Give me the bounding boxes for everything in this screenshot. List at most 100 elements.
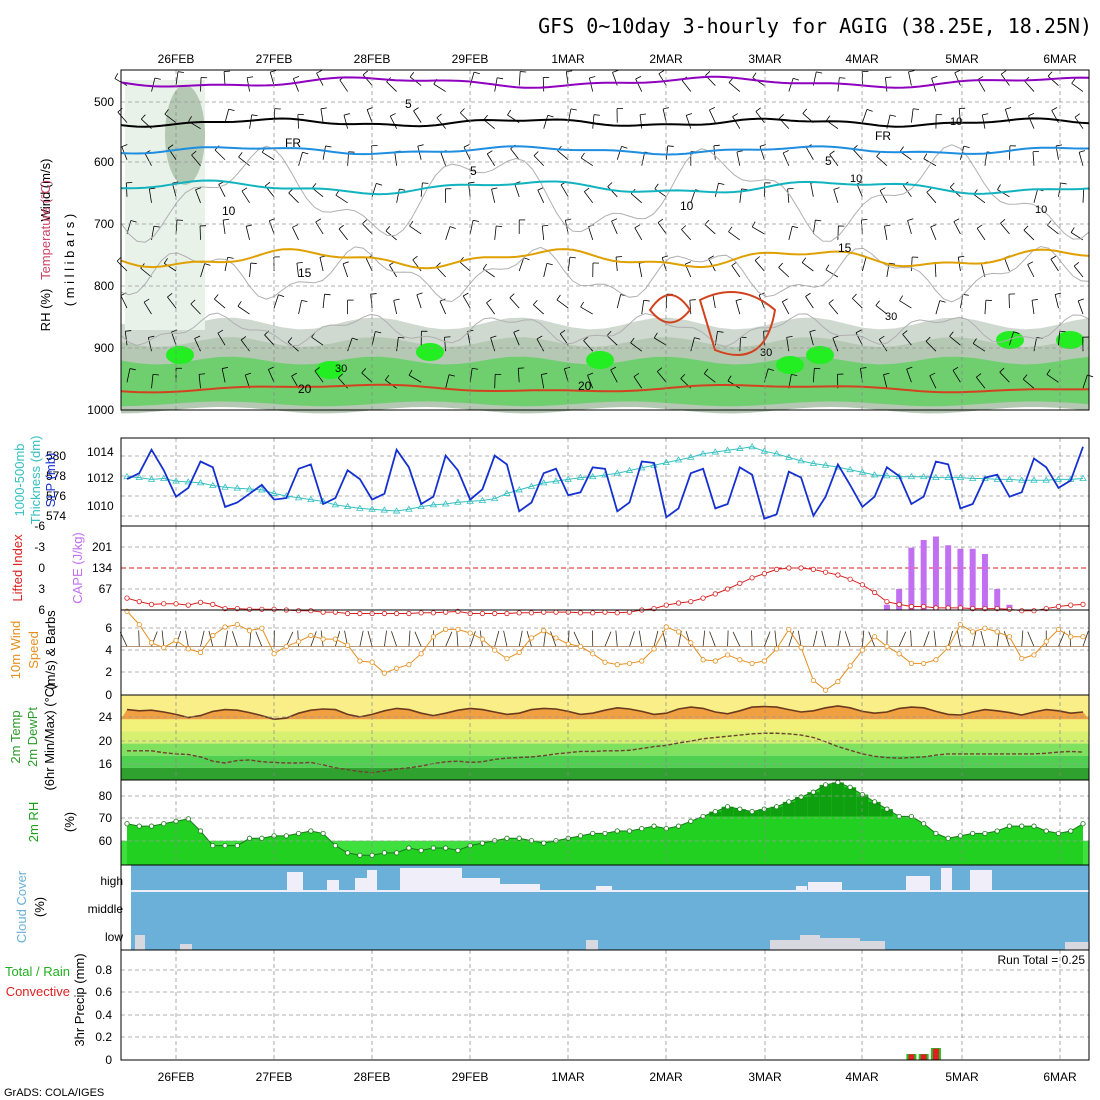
wind-barb-flag <box>1051 107 1058 111</box>
wind-barb <box>217 332 226 346</box>
wind-barb <box>249 263 252 278</box>
rh2m-point <box>246 835 253 841</box>
wind-barb-flag <box>324 293 331 296</box>
wind-barb-flag <box>473 219 480 222</box>
wind-speed-point <box>210 632 216 639</box>
wind-barb <box>788 226 793 241</box>
date-label-bottom: 28FEB <box>354 1070 391 1084</box>
run-total-label: Run Total = 0.25 <box>997 953 1085 967</box>
y-tick-label: 580 <box>46 449 66 463</box>
thickness-point <box>785 453 793 460</box>
wind-barb-flag <box>931 75 938 79</box>
wind-barb-flag <box>362 219 367 225</box>
wind-barb-flag <box>963 145 970 148</box>
wind-barb <box>709 109 716 123</box>
thickness-point <box>245 485 254 492</box>
rh-fill <box>127 782 1083 865</box>
wind-barb <box>518 71 521 86</box>
wind-barb-flag <box>337 373 343 379</box>
wind-speed-point <box>418 651 424 657</box>
wind-barb-flag <box>385 226 391 232</box>
rh-contour-label: 30 <box>885 311 897 323</box>
wind10m-barb <box>653 630 659 647</box>
wind-barb <box>690 337 695 352</box>
wind-barb-flag <box>217 329 224 334</box>
lifted-index-point <box>210 601 216 608</box>
slp-ylabel-thickness-part: 1000-500mb <box>12 444 27 517</box>
wind-barb <box>469 71 475 86</box>
wind-barb <box>704 373 716 383</box>
wind-speed-point <box>197 649 204 656</box>
thickness-point <box>870 471 879 478</box>
wind-barb <box>311 336 324 346</box>
cape-ylabel-cape: CAPE (J/kg) <box>70 532 85 604</box>
wind-barb-flag <box>164 109 169 115</box>
wind-barb-flag <box>459 108 465 114</box>
wind-barb-flag <box>634 224 641 229</box>
lifted-index-point <box>1006 606 1013 612</box>
wind-speed-point <box>185 646 191 652</box>
wind10m-barb <box>185 630 189 647</box>
wind-barb-flag <box>370 293 377 295</box>
thickness-point <box>221 483 229 490</box>
cape-bar <box>945 545 952 610</box>
date-label-top: 28FEB <box>354 52 391 66</box>
wind-barb <box>396 337 399 352</box>
rh2m-point <box>700 813 706 820</box>
wind-speed-point <box>970 629 976 635</box>
wind-speed-point <box>479 636 486 642</box>
rh2m-ylabel-part: 2m RH <box>26 802 41 842</box>
rh-fill-high <box>856 794 869 817</box>
rh2m-point <box>394 850 400 856</box>
wind-barb-flag <box>782 150 789 154</box>
thickness-point <box>441 500 450 507</box>
wind10m-barb <box>359 630 364 647</box>
wind-barb-flag <box>816 71 823 74</box>
rh-contour <box>120 245 1090 303</box>
rh2m-point <box>982 830 988 837</box>
y-tick-label: 3 <box>38 582 45 596</box>
wind-barb <box>444 337 447 352</box>
wind-barb <box>588 77 594 92</box>
rh2m-point <box>761 806 767 812</box>
wind-speed-point <box>443 626 449 633</box>
wind-barb <box>261 151 275 161</box>
date-label-bottom: 4MAR <box>845 1070 879 1084</box>
isotherm-20 <box>120 383 1090 394</box>
cape-bar <box>883 604 890 610</box>
wind10m-barb <box>797 630 802 647</box>
lifted-index-point <box>148 601 155 608</box>
y-tick-label: 24 <box>99 710 113 724</box>
wind-barb-flag <box>390 113 396 117</box>
temp-ylabel-unit: (6hr Min/Max) (°C) <box>42 683 57 790</box>
wind-speed-point <box>688 640 694 646</box>
wind-barb <box>806 147 814 160</box>
wind-barb-flag <box>889 114 896 117</box>
isotherm-5-upper <box>120 75 1090 89</box>
isotherm-20-closed <box>648 291 777 356</box>
wind-barb-flag <box>633 372 640 377</box>
profile-panel: 5 FR FR 5 5 10 10 15 15 20 20 10 10 10 30 30 30 500 600 700… <box>38 69 1094 417</box>
y-tick-label: 0.8 <box>95 963 112 977</box>
wind10m-barb <box>709 631 716 647</box>
y-tick-label: 1000 <box>87 403 114 417</box>
wind10m-barb <box>469 631 476 647</box>
wind-barb-flag <box>222 366 229 369</box>
wind-barb-flag <box>866 109 873 112</box>
wind-barb <box>195 189 201 203</box>
wind-barb <box>911 108 914 123</box>
wind-barb <box>809 331 814 346</box>
wind-barb <box>541 225 545 240</box>
thickness-point <box>576 473 585 481</box>
rh2m-point <box>332 842 338 849</box>
wind-speed-point <box>541 628 547 634</box>
thickness-point <box>699 450 707 457</box>
lifted-index-point <box>921 603 927 610</box>
wind-barb <box>565 71 569 86</box>
wind-barb-flag <box>584 187 590 192</box>
rh2m-point <box>283 833 289 839</box>
wind-speed-point <box>516 649 522 656</box>
rh-fill-high <box>770 806 783 817</box>
y-tick-label: 1010 <box>87 499 114 513</box>
isotherm-10 <box>121 179 1090 196</box>
